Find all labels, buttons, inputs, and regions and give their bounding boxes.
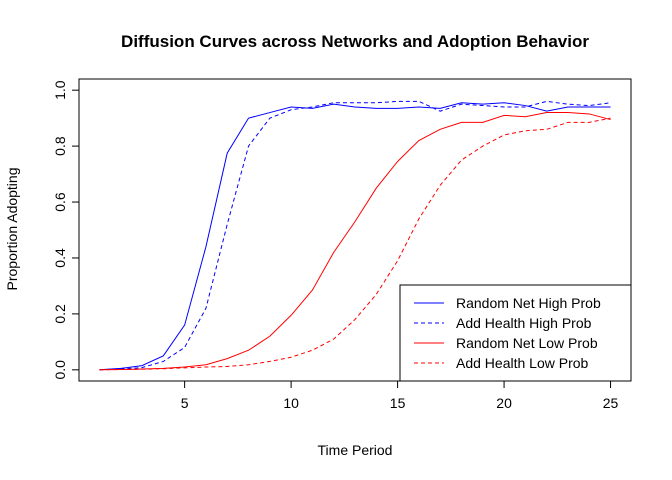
legend-label: Random Net Low Prob: [456, 335, 598, 351]
series-line-3: [99, 112, 611, 371]
y-tick-label: 0.6: [52, 192, 68, 212]
x-tick-label: 10: [283, 395, 299, 411]
y-tick-label: 0.4: [52, 248, 68, 268]
legend: Random Net High Prob Add Health High Prob…: [399, 284, 632, 382]
series-layer: [99, 100, 611, 371]
chart-title: Diffusion Curves across Networks and Ado…: [121, 32, 589, 51]
y-tick-label: 0.2: [52, 304, 68, 324]
series-line-4: [99, 117, 611, 371]
y-tick-label: 1.0: [52, 80, 68, 100]
x-tick-label: 25: [603, 395, 619, 411]
x-axis-label: Time Period: [318, 442, 393, 458]
series-line-2: [99, 100, 611, 371]
y-axis: 0.0 0.2 0.4 0.6 0.8 1.0: [52, 80, 80, 380]
y-axis-label: Proportion Adopting: [4, 168, 20, 291]
legend-box: [399, 284, 632, 382]
legend-label: Add Health High Prob: [456, 315, 592, 331]
legend-label: Add Health Low Prob: [456, 355, 589, 371]
x-tick-label: 20: [496, 395, 512, 411]
x-tick-label: 5: [181, 395, 189, 411]
x-tick-label: 15: [390, 395, 406, 411]
legend-label: Random Net High Prob: [456, 295, 601, 311]
series-line-1: [99, 102, 611, 371]
y-tick-label: 0.0: [52, 360, 68, 380]
y-tick-label: 0.8: [52, 136, 68, 156]
